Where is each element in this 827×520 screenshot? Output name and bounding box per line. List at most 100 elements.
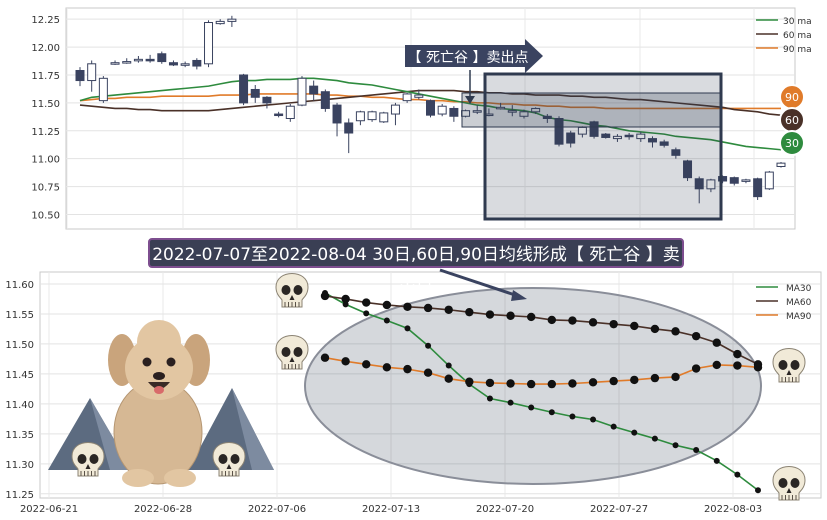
- ma30-point: [528, 404, 535, 411]
- price-y-tick: 10.50: [31, 210, 60, 221]
- svg-text:30: 30: [785, 137, 799, 150]
- ma90-point: [568, 379, 577, 388]
- ma-legend: MA30 MA60 MA90: [756, 284, 812, 322]
- ma-x-tick: 2022-07-13: [362, 504, 420, 515]
- candle: [764, 170, 774, 190]
- ma-x-tick: 2022-06-28: [134, 504, 192, 515]
- candle: [683, 159, 693, 182]
- ma30-point: [651, 435, 658, 442]
- ma90-point: [671, 372, 680, 382]
- ma-y-tick: 11.30: [5, 460, 34, 471]
- ma60-point: [485, 310, 495, 319]
- ma60-line: [79, 89, 782, 116]
- ma30-point: [610, 423, 617, 430]
- candle: [753, 177, 763, 200]
- death-valley-band: [461, 92, 722, 128]
- ma30-line: [324, 292, 759, 491]
- candle: [110, 60, 120, 65]
- candle: [262, 96, 272, 109]
- candle: [437, 103, 447, 117]
- candle: [285, 103, 295, 122]
- price-legend: 30 ma 60 ma 90 ma: [756, 17, 812, 55]
- legend-ma90: MA90: [786, 312, 812, 322]
- candle: [414, 89, 424, 100]
- ma90-point: [630, 375, 639, 385]
- arrow-icon: [439, 268, 527, 301]
- ma30-point: [486, 395, 493, 402]
- ma60-point: [506, 311, 515, 320]
- candle: [624, 133, 634, 140]
- ma30-point: [445, 362, 452, 369]
- candle: [402, 92, 412, 103]
- ma30-point: [404, 325, 411, 332]
- price-y-axis: 10.50 10.75 11.00 11.25 11.50 11.75 12.00 12.25: [31, 15, 60, 221]
- ma60-point: [609, 319, 618, 329]
- ma90-point: [485, 378, 495, 388]
- ma-x-tick: 2022-07-06: [248, 504, 306, 515]
- ma60-point: [733, 349, 742, 359]
- candle: [145, 54, 155, 63]
- ma60-point: [671, 327, 680, 336]
- candle: [449, 106, 459, 122]
- ma30-point: [383, 317, 390, 324]
- candle: [636, 131, 646, 142]
- ma60-point: [382, 300, 392, 310]
- ma60-point: [588, 318, 598, 327]
- candle: [75, 67, 85, 87]
- price-y-tick: 11.50: [31, 99, 60, 110]
- ma90-point: [362, 360, 371, 369]
- candle: [297, 76, 307, 107]
- poodle-dog-icon: [108, 320, 210, 487]
- legend-ma30: MA30: [786, 284, 812, 294]
- candle: [250, 85, 260, 103]
- ma-x-tick: 2022-07-20: [476, 504, 534, 515]
- ma-y-tick: 11.40: [5, 400, 34, 411]
- candle: [379, 111, 389, 123]
- candle: [426, 99, 435, 118]
- candle: [390, 102, 400, 126]
- ma60-point: [568, 316, 577, 325]
- legend-60ma: 60 ma: [783, 31, 812, 41]
- ma30-point: [755, 487, 761, 494]
- price-y-tick: 10.75: [31, 183, 60, 194]
- candle: [741, 178, 751, 184]
- ma90-point: [403, 364, 412, 374]
- price-y-tick: 11.25: [31, 127, 60, 138]
- candle: [694, 176, 704, 204]
- legend-90ma: 90 ma: [783, 45, 812, 55]
- candle: [718, 175, 728, 184]
- ma60-point: [650, 324, 660, 334]
- ma90-point: [444, 374, 453, 383]
- ma-y-tick: 11.60: [5, 280, 34, 291]
- candle: [332, 102, 342, 137]
- candle: [776, 162, 786, 168]
- ma90-point: [526, 379, 536, 389]
- candle: [566, 130, 576, 148]
- ma-y-tick: 11.35: [5, 430, 34, 441]
- candle: [647, 136, 657, 148]
- ma90-point: [691, 364, 701, 373]
- candle: [355, 110, 365, 126]
- ma60-point: [547, 315, 557, 325]
- candle: [344, 118, 354, 154]
- ma30-point: [569, 413, 576, 420]
- ma-y-tick: 11.50: [5, 340, 34, 351]
- candlestick-series: [75, 15, 786, 204]
- candle: [496, 102, 506, 110]
- ma90-point: [465, 377, 474, 386]
- candle: [133, 55, 143, 63]
- ma90-point: [382, 363, 392, 372]
- callout-label: 【 死亡谷 】卖出点: [408, 50, 529, 66]
- ma90-line: [324, 356, 759, 385]
- ma-y-tick: 11.25: [5, 490, 34, 501]
- ma30-point: [693, 447, 700, 454]
- candle: [309, 80, 319, 101]
- ma90-point: [588, 378, 598, 387]
- death-valley-highlight-box: [483, 72, 723, 221]
- candle: [320, 89, 330, 112]
- ma-lines: [320, 289, 763, 494]
- candle: [98, 76, 108, 103]
- candle: [472, 105, 482, 115]
- ma90-point: [341, 357, 350, 366]
